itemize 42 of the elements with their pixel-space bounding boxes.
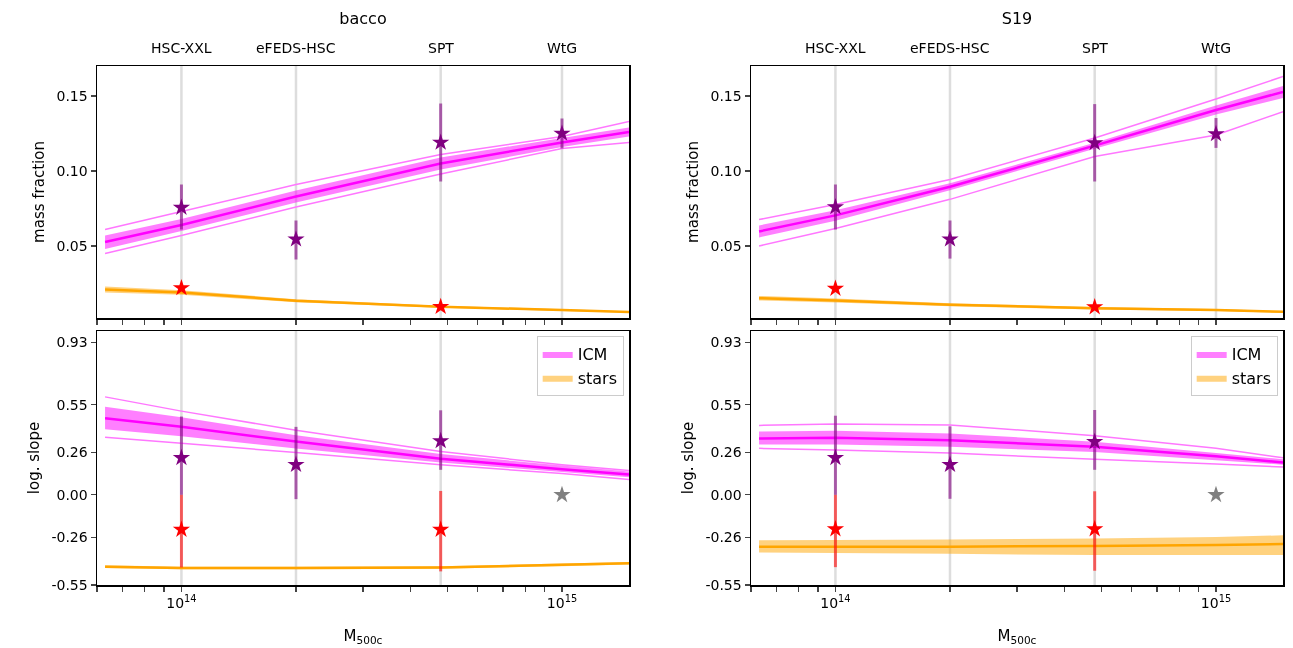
x-axis-title: M$_{500c}$	[997, 626, 1037, 646]
chart-title: S19	[1001, 8, 1033, 28]
y-tick-label: 0.55	[710, 396, 742, 413]
legend-label: stars	[577, 369, 618, 389]
ref-line-label: HSC-XXL	[805, 40, 866, 56]
x-axis-title: M$_{500c}$	[343, 626, 383, 646]
ref-line-label: WtG	[1201, 40, 1232, 56]
x-tick-label: 10$^{15}$	[546, 593, 578, 612]
y-axis-title: log. slope	[24, 421, 43, 495]
y-tick-label: 0.15	[710, 87, 742, 104]
y-tick-label: 0.15	[56, 87, 88, 104]
ref-line-label: SPT	[1082, 40, 1109, 56]
chart-title: bacco	[339, 8, 387, 28]
y-tick-label: -0.26	[705, 529, 742, 546]
y-axis-title: log. slope	[678, 421, 697, 495]
y-axis-title: mass fraction	[684, 141, 703, 243]
ref-line-label: SPT	[428, 40, 455, 56]
y-tick-label: 0.26	[710, 444, 742, 461]
y-tick-label: 0.00	[56, 486, 88, 503]
ref-line-label: eFEDS-HSC	[910, 40, 990, 56]
y-tick-label: 0.00	[710, 486, 742, 503]
y-tick-label: -0.26	[51, 529, 88, 546]
ref-line-label: WtG	[547, 40, 578, 56]
ref-line-label: eFEDS-HSC	[256, 40, 336, 56]
y-tick-label: 0.05	[56, 237, 88, 254]
y-tick-label: 0.10	[56, 162, 88, 179]
y-tick-label: -0.55	[705, 576, 742, 593]
legend-label: stars	[1231, 369, 1272, 389]
y-tick-label: -0.55	[51, 576, 88, 593]
y-tick-label: 0.55	[56, 396, 88, 413]
x-tick-label: 10$^{14}$	[820, 593, 851, 612]
y-axis-title: mass fraction	[30, 141, 49, 243]
ref-line-label: HSC-XXL	[151, 40, 212, 56]
y-tick-label: 0.93	[56, 334, 88, 351]
x-tick-label: 10$^{14}$	[166, 593, 197, 612]
legend-label: ICM	[1231, 345, 1262, 365]
y-tick-label: 0.05	[710, 237, 742, 254]
y-tick-label: 0.93	[710, 334, 742, 351]
legend-label: ICM	[577, 345, 608, 365]
y-tick-label: 0.10	[710, 162, 742, 179]
y-tick-label: 0.26	[56, 444, 88, 461]
x-tick-label: 10$^{15}$	[1200, 593, 1232, 612]
